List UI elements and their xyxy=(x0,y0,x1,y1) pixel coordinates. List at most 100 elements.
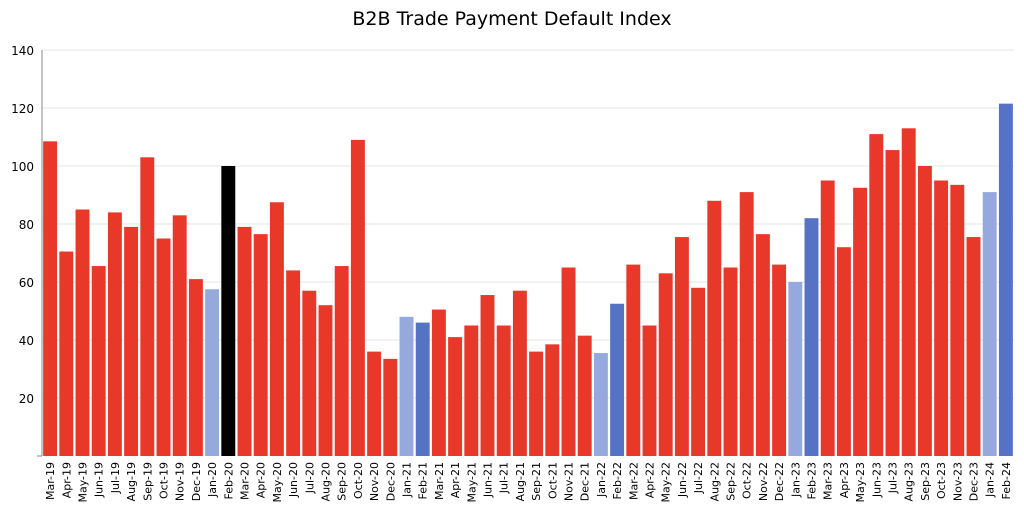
x-tick-label: Oct-21 xyxy=(546,462,559,499)
bar xyxy=(91,266,106,456)
bar xyxy=(917,166,932,456)
y-tick-label: 20 xyxy=(19,392,34,406)
x-tick-label: Sep-22 xyxy=(725,462,738,501)
x-tick-label: Apr-19 xyxy=(60,462,73,498)
x-tick-label: Apr-21 xyxy=(449,462,462,498)
x-tick-label: Aug-19 xyxy=(125,462,138,501)
x-tick-label: May-21 xyxy=(465,462,478,503)
bar xyxy=(367,351,382,456)
bar xyxy=(269,202,284,456)
x-tick-label: Jul-20 xyxy=(303,462,316,494)
x-tick-label: Jul-21 xyxy=(498,462,511,494)
bar xyxy=(448,337,463,456)
x-tick-label: Nov-21 xyxy=(563,462,576,501)
x-tick-label: Sep-23 xyxy=(919,462,932,501)
bar xyxy=(156,238,171,456)
x-tick-label: Dec-19 xyxy=(190,462,203,501)
x-tick-label: Mar-21 xyxy=(433,462,446,500)
x-tick-label: Jun-23 xyxy=(870,462,883,498)
x-tick-label: Dec-23 xyxy=(968,462,981,501)
bar xyxy=(885,150,900,457)
y-tick-label: 120 xyxy=(11,102,34,116)
bar xyxy=(691,287,706,456)
x-tick-label: Feb-22 xyxy=(611,462,624,499)
bar xyxy=(415,322,430,456)
bar xyxy=(966,237,981,456)
x-tick-label: Jun-20 xyxy=(287,462,300,498)
bar xyxy=(205,289,220,456)
x-tick-label: May-23 xyxy=(854,462,867,503)
y-tick-label: 60 xyxy=(19,276,34,290)
bar xyxy=(642,325,657,456)
x-tick-label: May-22 xyxy=(660,462,673,503)
bar xyxy=(496,325,511,456)
bar xyxy=(286,270,301,456)
bar xyxy=(124,226,139,456)
x-tick-label: Jul-23 xyxy=(887,462,900,494)
x-tick-label: May-19 xyxy=(77,462,90,503)
bar xyxy=(934,180,949,456)
y-tick-label: 140 xyxy=(11,44,34,58)
x-tick-label: Dec-20 xyxy=(384,462,397,501)
y-tick-label: 80 xyxy=(19,218,34,232)
x-tick-label: Apr-23 xyxy=(838,462,851,498)
bar xyxy=(59,251,74,456)
x-tick-label: Mar-22 xyxy=(627,462,640,500)
x-tick-label: Jun-19 xyxy=(93,462,106,498)
y-tick-label: 40 xyxy=(19,334,34,348)
x-tick-label: Sep-20 xyxy=(336,462,349,501)
bar xyxy=(982,192,997,456)
x-tick-label: Oct-20 xyxy=(352,462,365,499)
x-tick-label: Feb-23 xyxy=(806,462,819,499)
bar xyxy=(464,325,479,456)
bar xyxy=(820,180,835,456)
x-tick-label: Mar-19 xyxy=(44,462,57,500)
bar xyxy=(626,264,641,456)
x-tick-label: Sep-21 xyxy=(530,462,543,501)
bar xyxy=(512,290,527,456)
x-tick-label: Oct-19 xyxy=(158,462,171,499)
bar xyxy=(75,209,90,456)
x-tick-label: Oct-23 xyxy=(935,462,948,499)
bar xyxy=(836,247,851,456)
x-tick-label: Jan-24 xyxy=(984,462,997,498)
bar xyxy=(529,351,544,456)
x-tick-label: Apr-20 xyxy=(255,462,268,498)
bar xyxy=(480,295,495,456)
x-tick-label: Jul-22 xyxy=(692,462,705,494)
x-tick-label: Dec-21 xyxy=(579,462,592,501)
bar xyxy=(593,353,608,456)
x-tick-label: Feb-20 xyxy=(222,462,235,499)
bar xyxy=(545,344,560,456)
bar xyxy=(350,139,365,456)
bar xyxy=(804,218,819,456)
x-tick-label: Jun-21 xyxy=(482,462,495,498)
bar xyxy=(318,305,333,456)
x-tick-label: May-20 xyxy=(271,462,284,503)
bar xyxy=(674,237,689,456)
bar xyxy=(383,358,398,456)
x-tick-label: Jan-22 xyxy=(595,462,608,498)
bar xyxy=(577,335,592,456)
x-tick-label: Nov-19 xyxy=(174,462,187,501)
bar xyxy=(658,273,673,456)
bar xyxy=(950,184,965,456)
bar xyxy=(302,290,317,456)
bar xyxy=(172,215,187,456)
x-tick-label: Jan-23 xyxy=(789,462,802,498)
x-tick-label: Oct-22 xyxy=(741,462,754,499)
bar xyxy=(431,309,446,456)
bar xyxy=(853,187,868,456)
x-tick-label: Aug-20 xyxy=(320,462,333,501)
x-tick-label: Jan-21 xyxy=(401,462,414,498)
bar xyxy=(901,128,916,457)
bar xyxy=(140,157,155,457)
x-tick-label: Jan-20 xyxy=(206,462,219,498)
bar xyxy=(998,103,1013,457)
bar xyxy=(707,200,722,456)
bar xyxy=(253,234,268,456)
x-tick-label: Dec-22 xyxy=(773,462,786,501)
bar xyxy=(188,279,203,456)
